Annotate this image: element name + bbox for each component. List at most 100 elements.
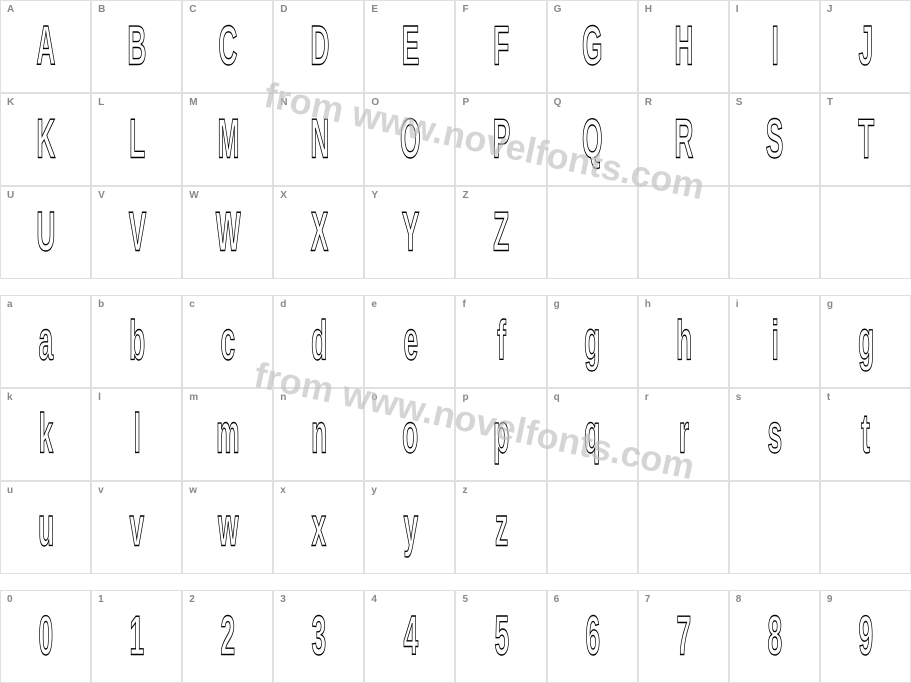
- cell-label: n: [280, 392, 286, 403]
- glyph: i: [771, 310, 777, 373]
- glyph-cell: BB: [91, 0, 182, 93]
- glyph-cell: aa: [0, 295, 91, 388]
- glyph-cell: 00: [0, 590, 91, 683]
- glyph-cell: vv: [91, 481, 182, 574]
- cell-label: 9: [827, 594, 833, 605]
- cell-label: k: [7, 392, 13, 403]
- glyph-cell: ZZ: [455, 186, 546, 279]
- glyph-cell: OO: [364, 93, 455, 186]
- glyph-cell: TT: [820, 93, 911, 186]
- glyph: N: [310, 108, 328, 171]
- glyph-cell: uu: [0, 481, 91, 574]
- glyph: 0: [39, 605, 53, 668]
- glyph: L: [129, 108, 144, 171]
- glyph: T: [858, 108, 873, 171]
- cell-label: J: [827, 4, 833, 15]
- cell-label: X: [280, 190, 287, 201]
- glyph-cell: hh: [638, 295, 729, 388]
- cell-label: v: [98, 485, 104, 496]
- cell-label: r: [645, 392, 649, 403]
- glyph: v: [130, 496, 144, 559]
- glyph: p: [494, 403, 509, 466]
- glyph: t: [862, 403, 870, 466]
- glyph: o: [402, 403, 417, 466]
- glyph: B: [128, 15, 146, 78]
- glyph-cell: oo: [364, 388, 455, 481]
- glyph: h: [676, 310, 691, 373]
- glyph: R: [674, 108, 692, 171]
- glyph-cell: ee: [364, 295, 455, 388]
- glyph: K: [37, 108, 55, 171]
- cell-label: 4: [371, 594, 377, 605]
- glyph: 7: [676, 605, 690, 668]
- cell-label: t: [827, 392, 830, 403]
- glyph: P: [493, 108, 510, 171]
- glyph: C: [219, 15, 237, 78]
- cell-label: Q: [554, 97, 562, 108]
- glyph-cell: KK: [0, 93, 91, 186]
- glyph-cell: NN: [273, 93, 364, 186]
- glyph-cell: [547, 481, 638, 574]
- glyph-cell: gg: [820, 295, 911, 388]
- glyph: 5: [494, 605, 508, 668]
- cell-label: 7: [645, 594, 651, 605]
- glyph-cell: ll: [91, 388, 182, 481]
- glyph-cell: nn: [273, 388, 364, 481]
- cell-label: w: [189, 485, 197, 496]
- glyph-cell: [638, 186, 729, 279]
- glyph-cell: zz: [455, 481, 546, 574]
- glyph: 9: [859, 605, 873, 668]
- glyph: e: [403, 310, 417, 373]
- glyph: V: [128, 201, 145, 264]
- glyph: z: [495, 496, 507, 559]
- glyph: H: [674, 15, 692, 78]
- cell-label: O: [371, 97, 379, 108]
- glyph-cell: [729, 186, 820, 279]
- glyph: 2: [221, 605, 235, 668]
- glyph-cell: 22: [182, 590, 273, 683]
- cell-label: m: [189, 392, 198, 403]
- cell-label: x: [280, 485, 286, 496]
- glyph-cell: 66: [547, 590, 638, 683]
- grid-spacer: [0, 574, 911, 590]
- grid-spacer: [0, 279, 911, 295]
- cell-label: P: [462, 97, 469, 108]
- cell-label: W: [189, 190, 198, 201]
- glyph-cell: II: [729, 0, 820, 93]
- glyph: s: [768, 403, 782, 466]
- glyph-cell: VV: [91, 186, 182, 279]
- cell-label: 0: [7, 594, 13, 605]
- glyph: c: [221, 310, 235, 373]
- glyph-cell: 99: [820, 590, 911, 683]
- cell-label: V: [98, 190, 105, 201]
- glyph: m: [217, 403, 239, 466]
- cell-label: s: [736, 392, 742, 403]
- cell-label: 3: [280, 594, 286, 605]
- cell-label: L: [98, 97, 104, 108]
- cell-label: y: [371, 485, 377, 496]
- cell-label: 5: [462, 594, 468, 605]
- glyph: n: [311, 403, 326, 466]
- glyph-cell: MM: [182, 93, 273, 186]
- cell-label: R: [645, 97, 652, 108]
- glyph-cell: [820, 481, 911, 574]
- glyph-cell: kk: [0, 388, 91, 481]
- cell-label: H: [645, 4, 652, 15]
- glyph-cell: bb: [91, 295, 182, 388]
- cell-label: o: [371, 392, 377, 403]
- cell-label: i: [736, 299, 739, 310]
- glyph-cell: [638, 481, 729, 574]
- glyph-cell: RR: [638, 93, 729, 186]
- glyph-cell: PP: [455, 93, 546, 186]
- glyph: l: [134, 403, 140, 466]
- glyph: w: [218, 496, 237, 559]
- glyph: O: [400, 108, 419, 171]
- glyph: S: [766, 108, 783, 171]
- glyph: x: [312, 496, 326, 559]
- cell-label: M: [189, 97, 197, 108]
- glyph: J: [859, 15, 873, 78]
- glyph: X: [311, 201, 328, 264]
- glyph-cell: AA: [0, 0, 91, 93]
- glyph: Z: [494, 201, 509, 264]
- glyph: r: [679, 403, 688, 466]
